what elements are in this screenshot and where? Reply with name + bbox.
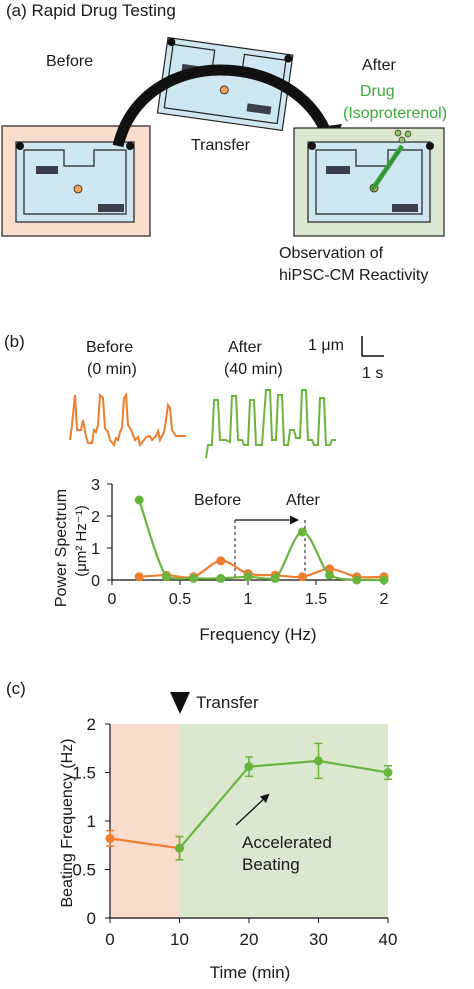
trace-after-time: (40 min) (224, 361, 283, 378)
spectrum-point (297, 572, 307, 582)
spectrum-x-tick-label: 0.5 (169, 591, 191, 608)
beating-y-tick-label: 2 (87, 715, 96, 734)
spectrum-annotation-before: Before (194, 492, 241, 509)
scale-um-label: 1 μm (308, 337, 344, 354)
beating-x-tick-label: 0 (105, 930, 114, 949)
spectrum-xlabel: Frequency (Hz) (199, 625, 316, 644)
transfer-marker-label: Transfer (196, 693, 259, 712)
spectrum-y-tick-label: 0 (91, 573, 100, 590)
after-dish (293, 127, 445, 237)
beating-x-tick-label: 30 (309, 930, 328, 949)
beating-y-tick-label: 1 (87, 812, 96, 831)
acceleration-arrow (235, 793, 270, 826)
spectrum-point (161, 572, 171, 582)
trace-before-time: (0 min) (87, 361, 137, 378)
spectrum-x-tick-label: 1.5 (305, 591, 327, 608)
spectrum-series-line (139, 559, 385, 579)
scale-s-label: 1 s (362, 365, 383, 382)
beating-series-line (109, 837, 180, 850)
transfer-arrow (112, 64, 332, 148)
panel-c: (c) Transfer Beating Frequency (Hz) 0 0.5… (6, 679, 397, 982)
panel-b: (b) Before (0 min) After (40 min) 1 μm 1… (4, 332, 389, 644)
spectrum-x-tick-label: 0 (108, 591, 117, 608)
beating-xlabel: Time (min) (210, 963, 291, 982)
panel-a-label: (a) Rapid Drug Testing (6, 1, 176, 20)
acceleration-label-1: Accelerated (242, 833, 332, 852)
before-label: Before (46, 53, 93, 70)
spectrum-point (134, 495, 144, 505)
beating-x-tick-label: 40 (379, 930, 398, 949)
spectrum-point (297, 527, 307, 537)
spectrum-point (216, 573, 226, 583)
beating-x-tick-label: 10 (170, 930, 189, 949)
spectrum-point (134, 572, 144, 582)
beating-point (105, 833, 115, 843)
shaded-region (179, 724, 388, 918)
power-spectrum-ylabel-1: Power Spectrum (53, 489, 70, 607)
spectrum-series-line (138, 499, 384, 582)
spectrum-x-tick-label: 1 (244, 591, 253, 608)
spectrum-point (379, 575, 389, 585)
cell-dot-icon (73, 184, 83, 194)
beating-y-tick-label: 0.5 (72, 861, 96, 880)
spectrum-point (216, 556, 226, 566)
beating-y-tick-label: 1.5 (72, 764, 96, 783)
beating-ylabel: Beating Frequency (Hz) (59, 739, 76, 908)
after-label: After (362, 57, 396, 74)
shaded-region (110, 724, 180, 918)
acceleration-label-2: Beating (242, 855, 300, 874)
power-spectrum-chart: 0 1 2 3 0 0.5 1 1.5 2 (91, 477, 388, 608)
trace-before-label: Before (86, 339, 133, 356)
beating-point (314, 756, 323, 766)
trace-before (69, 391, 186, 448)
spectrum-y-tick-label: 2 (91, 509, 100, 526)
spectrum-point (270, 573, 280, 583)
drug-molecule-icon (398, 136, 406, 144)
spectrum-x-tick-label: 2 (380, 591, 389, 608)
spectrum-point (352, 575, 362, 585)
spectrum-point (243, 572, 253, 582)
beating-point (175, 843, 184, 853)
panel-c-label: (c) (6, 679, 26, 698)
drug-label: Drug (360, 83, 395, 100)
before-dish (1, 125, 151, 237)
trace-after-label: After (228, 339, 262, 356)
spectrum-annotation-after: After (286, 492, 320, 509)
beating-x-tick-label: 20 (240, 930, 259, 949)
spectrum-y-tick-label: 1 (91, 541, 100, 558)
beating-y-tick-label: 0 (87, 909, 96, 928)
spectrum-y-tick-label: 3 (91, 477, 100, 494)
beating-point (383, 768, 393, 777)
spectrum-point (325, 570, 335, 580)
observation-label-1: Observation of (279, 245, 384, 262)
trace-after (205, 389, 336, 459)
panel-a: (a) Rapid Drug Testing Before After Drug… (1, 1, 447, 284)
observation-label-2: hiPSC-CM Reactivity (279, 267, 428, 284)
transfer-marker-icon (170, 692, 190, 714)
transfer-label: Transfer (191, 137, 251, 154)
beating-series-line (178, 759, 389, 849)
beating-frequency-chart: 00.511.520 10 20 30 40 (72, 715, 397, 949)
drug-name-label: (Isoproterenol) (343, 105, 447, 122)
power-spectrum-ylabel-2: (μm² Hz⁻¹) (73, 505, 90, 577)
scale-bar (361, 336, 384, 357)
spectrum-point (189, 573, 199, 583)
beating-point (244, 762, 254, 772)
panel-b-label: (b) (4, 332, 25, 351)
